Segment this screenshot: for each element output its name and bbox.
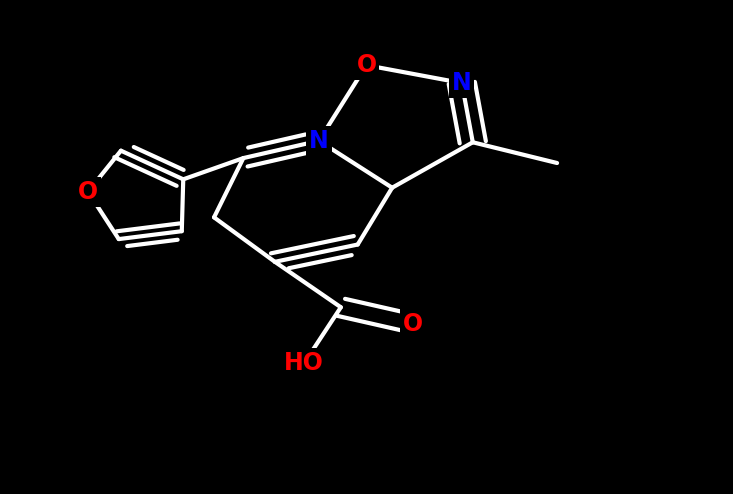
Text: HO: HO bbox=[284, 351, 324, 375]
Text: O: O bbox=[356, 53, 377, 77]
Text: N: N bbox=[452, 71, 471, 95]
Text: O: O bbox=[402, 312, 423, 335]
Text: O: O bbox=[78, 180, 98, 204]
Text: N: N bbox=[309, 129, 328, 153]
